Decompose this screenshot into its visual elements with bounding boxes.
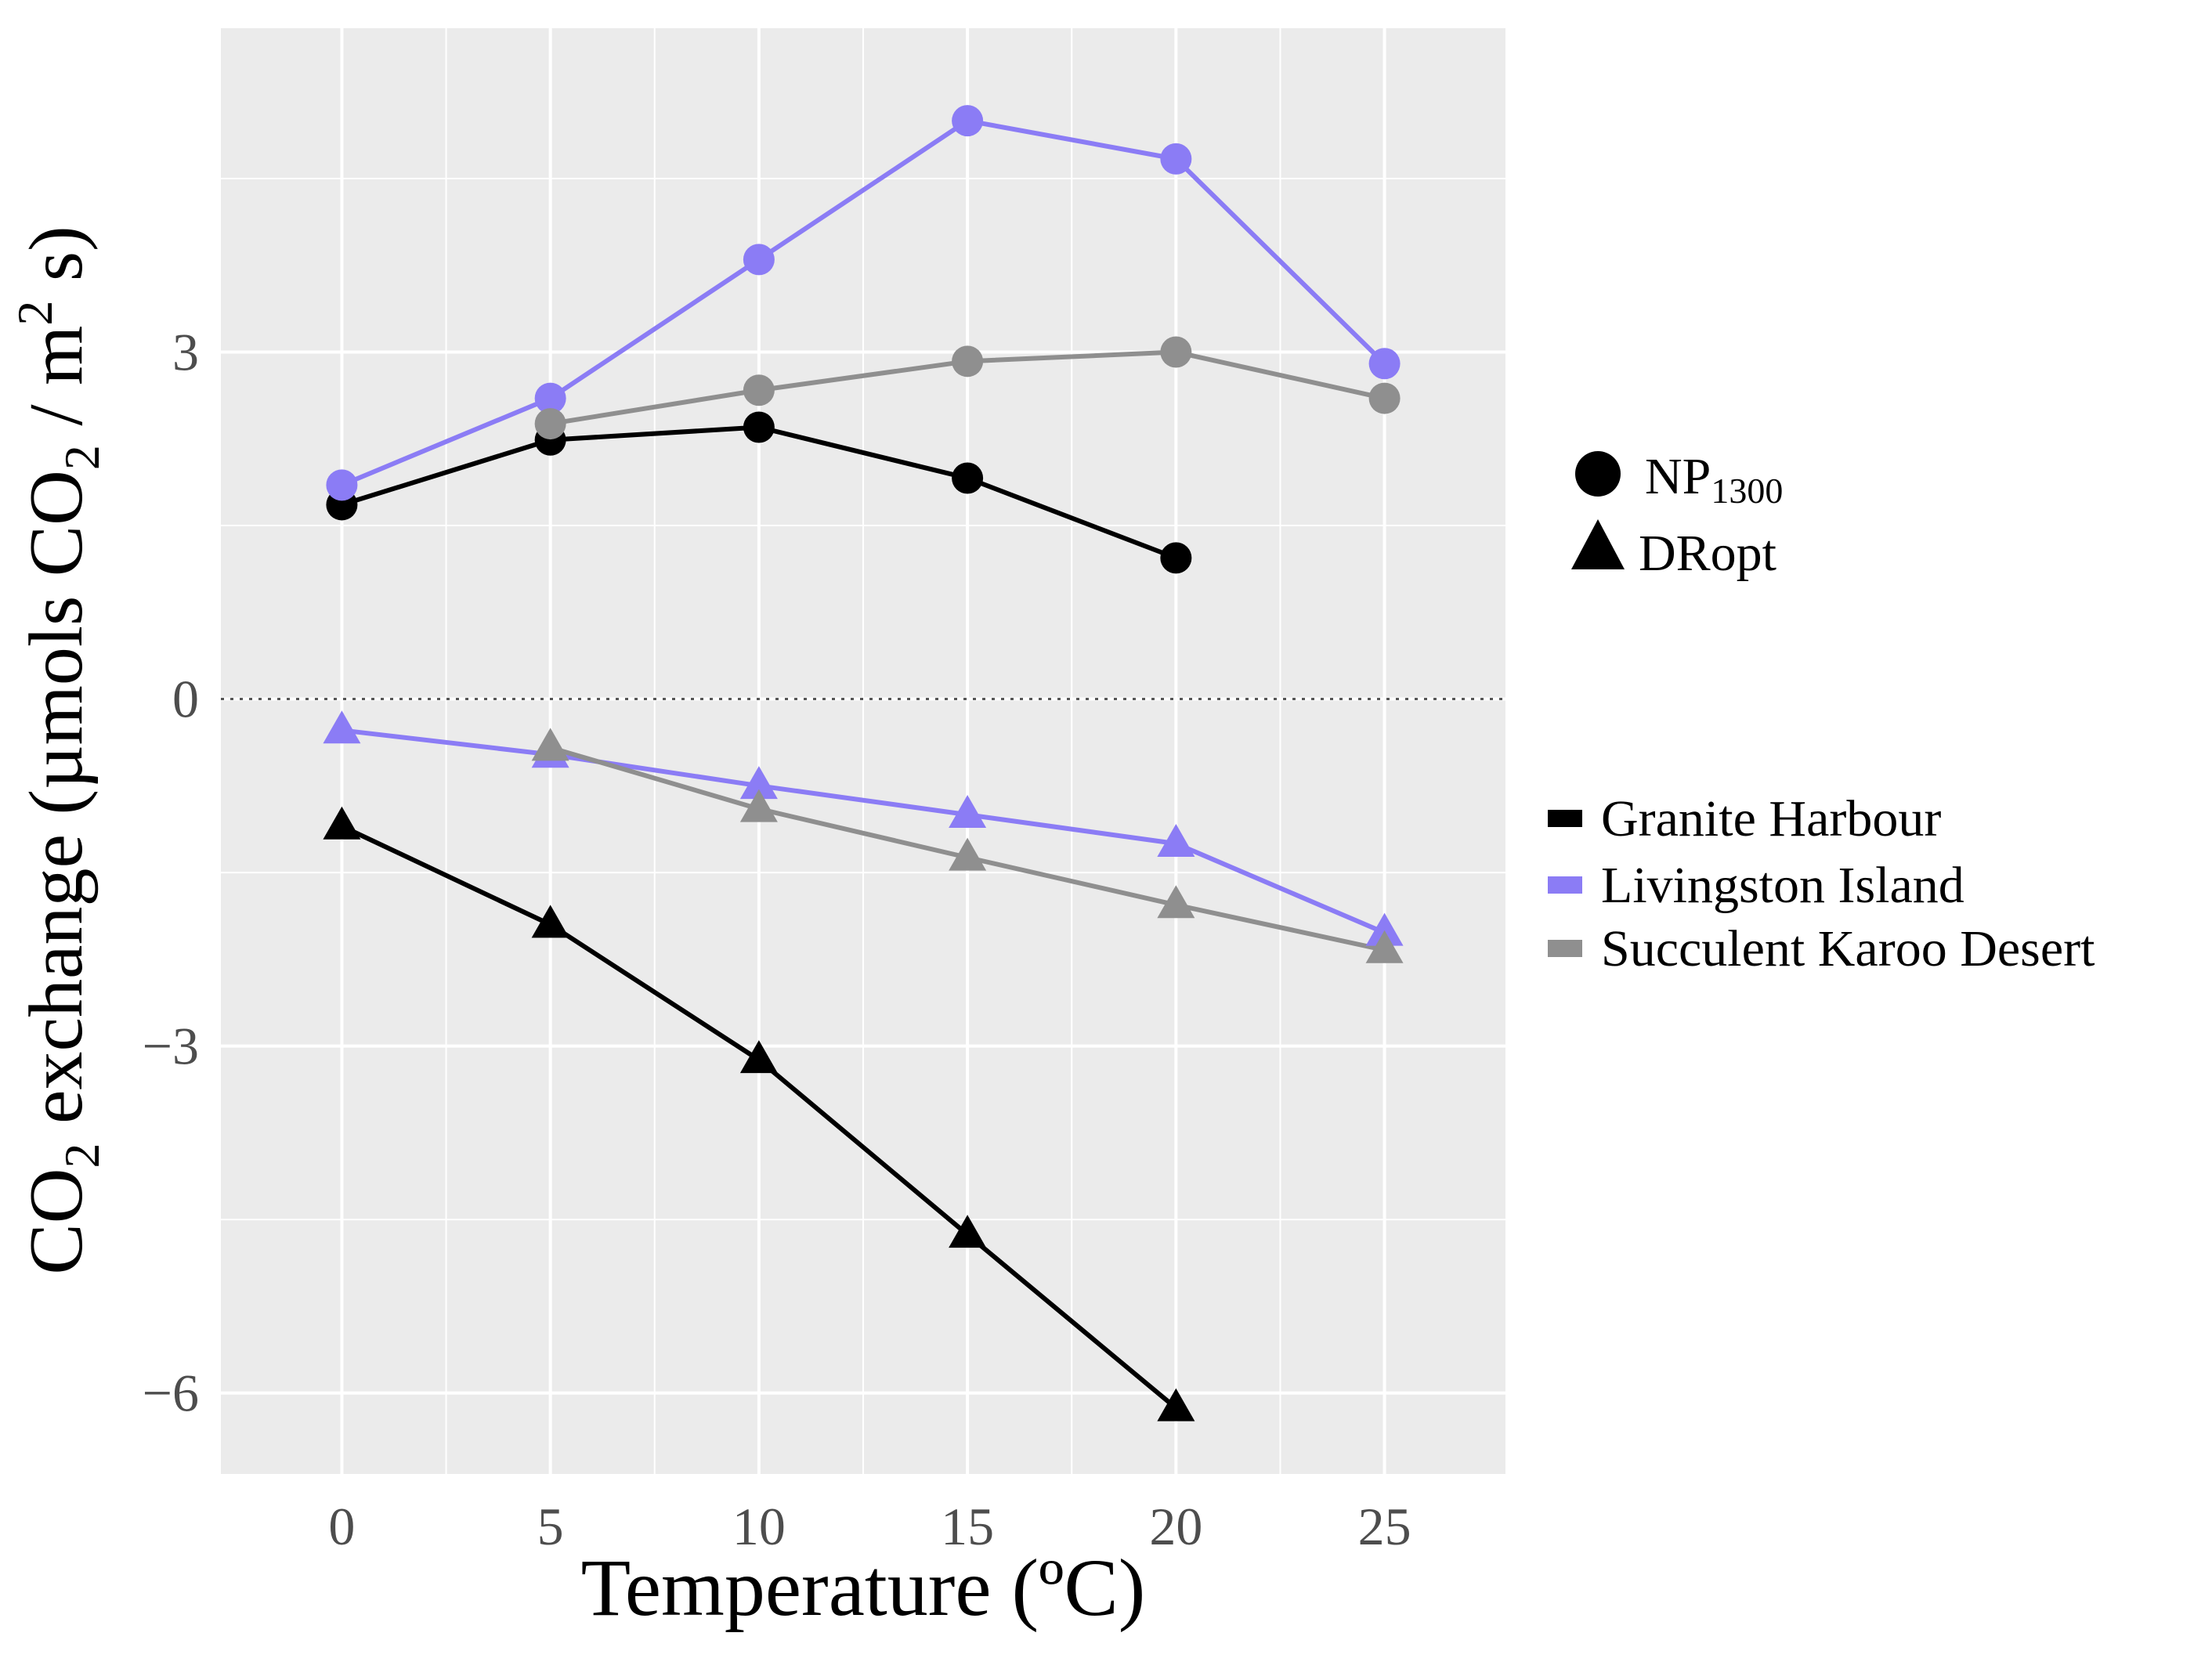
data-point-granite-np — [952, 462, 984, 494]
data-point-granite-dr — [531, 905, 569, 938]
data-point-livingston-dr — [739, 766, 778, 800]
legend-dropt-label: DRopt — [1639, 525, 1776, 582]
data-point-livingston-np — [1160, 143, 1192, 175]
y-tick-label: 3 — [172, 323, 199, 382]
data-point-karoo-np — [1160, 336, 1192, 368]
data-point-granite-np — [743, 411, 775, 443]
color-legend: Granite Harbour Livingston Island Succul… — [1548, 790, 2095, 977]
data-point-livingston-dr — [323, 710, 361, 744]
x-tick-label: 15 — [941, 1497, 994, 1556]
legend-livingston-label: Livingston Island — [1601, 857, 1964, 914]
y-axis-ticks: 3 0 −3 −6 — [143, 323, 199, 1423]
data-point-karoo-dr — [531, 728, 569, 761]
data-point-granite-dr — [323, 806, 361, 840]
x-tick-label: 25 — [1358, 1497, 1411, 1556]
x-tick-label: 10 — [732, 1497, 786, 1556]
y-tick-label: 0 — [172, 670, 199, 729]
x-axis-ticks: 0 5 10 15 20 25 — [328, 1497, 1411, 1556]
legend-np-label: NP1300 — [1645, 448, 1783, 511]
data-point-granite-np — [1160, 542, 1192, 574]
legend-karoo-label: Succulent Karoo Desert — [1601, 920, 2095, 977]
data-point-karoo-dr — [1157, 885, 1195, 919]
data-point-livingston-np — [534, 382, 566, 414]
data-point-karoo-dr — [739, 789, 778, 822]
x-tick-label: 0 — [328, 1497, 355, 1556]
series-line-livingston-dr — [342, 728, 1386, 935]
legend-karoo-swatch — [1548, 940, 1582, 957]
legend-livingston-swatch — [1548, 876, 1582, 894]
data-point-karoo-np — [952, 345, 984, 377]
data-point-livingston-np — [743, 244, 775, 276]
data-point-granite-dr — [739, 1040, 778, 1074]
data-point-livingston-dr — [1157, 823, 1195, 857]
shape-legend: NP1300 DRopt — [1571, 448, 1783, 582]
data-point-livingston-dr — [949, 795, 987, 829]
x-tick-label: 5 — [537, 1497, 564, 1556]
data-point-granite-dr — [949, 1215, 987, 1248]
data-point-livingston-np — [326, 469, 358, 501]
y-tick-label: −6 — [143, 1364, 199, 1423]
data-point-karoo-np — [1368, 382, 1401, 414]
data-point-karoo-np — [743, 374, 775, 406]
series-points — [323, 105, 1404, 1421]
legend-circle-icon — [1575, 451, 1621, 497]
data-point-livingston-np — [952, 105, 984, 137]
legend-granite-label: Granite Harbour — [1601, 790, 1941, 847]
data-point-livingston-dr — [1365, 912, 1404, 946]
legend-triangle-icon — [1571, 519, 1625, 569]
data-point-granite-dr — [1157, 1388, 1195, 1421]
data-point-karoo-dr — [949, 837, 987, 871]
data-point-livingston-np — [1368, 348, 1401, 380]
legend-granite-swatch — [1548, 810, 1582, 827]
data-point-karoo-np — [534, 408, 566, 440]
y-axis-title: CO2 exchange (µmols CO2 / m2 s) — [7, 226, 110, 1274]
x-tick-label: 20 — [1149, 1497, 1202, 1556]
data-point-karoo-dr — [1365, 930, 1404, 963]
series-line-livingston-np — [341, 118, 1386, 488]
x-axis-title: Temperature (ºC) — [581, 1543, 1146, 1633]
y-tick-label: −3 — [143, 1017, 199, 1076]
